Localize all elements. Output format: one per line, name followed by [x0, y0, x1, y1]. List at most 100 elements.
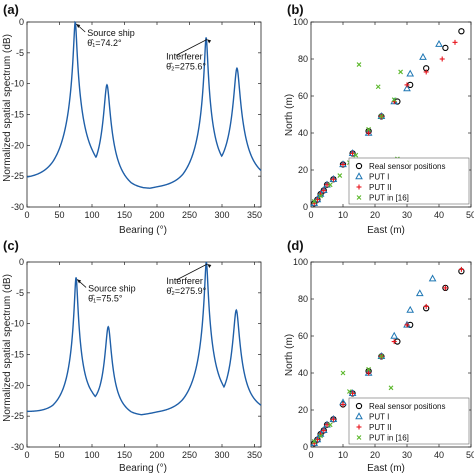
- y-tick-label: 60: [298, 91, 308, 101]
- point-put-16: [356, 195, 362, 200]
- xlabel-b: East (m): [367, 225, 405, 236]
- xlabel-a: Bearing (°): [119, 225, 167, 236]
- x-tick-label: 50: [54, 210, 64, 220]
- point-put-i: [428, 274, 437, 282]
- legend-entry: Real sensor positions: [369, 162, 445, 171]
- y-tick-label: 40: [298, 368, 308, 378]
- x-tick-label: 50: [466, 210, 474, 220]
- annotation-text: θ̂₁=75.5°: [88, 293, 123, 303]
- point-put-i: [403, 84, 411, 92]
- y-tick-label: 0: [19, 257, 24, 267]
- point-put-16: [398, 69, 403, 75]
- position-plot-d: 0 10 20 30 40 50 0 20 40 60 80 100 Real sensor posit…: [293, 257, 474, 460]
- y-tick-label: -10: [11, 319, 24, 329]
- point-put-16: [366, 126, 371, 132]
- ylabel-d: North (m): [284, 334, 295, 376]
- ylabel-c: Normalized spatial spectrum (dB): [2, 274, 13, 422]
- legend-entry: Real sensor positions: [369, 402, 445, 411]
- point-put-i: [390, 331, 399, 339]
- annotation-arrow: [176, 263, 208, 281]
- panel-label-d: (d): [287, 238, 304, 253]
- plot-frame-c: [26, 261, 262, 448]
- y-tick-label: 40: [298, 128, 308, 138]
- x-tick-label: 250: [182, 210, 197, 220]
- annotation-text: Source ship: [87, 28, 135, 38]
- point-put-16: [347, 389, 352, 394]
- x-tick-label: 30: [402, 210, 412, 220]
- legend-entry: PUT I: [369, 173, 389, 182]
- point-put-16: [388, 385, 394, 391]
- point-put-16: [379, 353, 384, 359]
- x-tick-label: 300: [214, 450, 229, 460]
- point-put-16: [311, 439, 317, 444]
- panel-label-b: (b): [287, 2, 304, 17]
- point-put-i: [406, 305, 415, 313]
- x-tick-label: 50: [466, 450, 474, 460]
- y-tick-label: -30: [11, 202, 24, 212]
- ylabel-a: Normalized spatial spectrum (dB): [2, 34, 13, 182]
- x-tick-label: 350: [247, 210, 262, 220]
- point-put-16: [327, 422, 333, 428]
- point-put-16: [311, 199, 317, 204]
- y-tick-label: -15: [11, 350, 24, 360]
- x-tick-label: 40: [434, 210, 444, 220]
- point-put-i: [355, 172, 363, 180]
- annotation-text: θ̂₂=275.6°: [166, 61, 206, 71]
- y-tick-label: 80: [298, 54, 308, 64]
- x-tick-label: 150: [117, 210, 132, 220]
- x-tick-label: 200: [149, 210, 164, 220]
- x-tick-label: 40: [434, 450, 444, 460]
- y-tick-label: -25: [11, 171, 24, 181]
- point-put-16: [340, 370, 346, 376]
- xlabel-c: Bearing (°): [119, 463, 167, 474]
- legend-entry: PUT I: [369, 413, 389, 422]
- y-tick-label: -5: [16, 288, 24, 298]
- point-real-sensor: [442, 44, 449, 52]
- y-tick-label: 80: [298, 294, 308, 304]
- plot-frame-a: [26, 21, 262, 208]
- point-put-16: [318, 433, 323, 439]
- point-put-16: [337, 173, 343, 178]
- x-tick-label: 200: [149, 450, 164, 460]
- x-tick-label: 30: [402, 450, 412, 460]
- y-tick-label: -30: [11, 442, 24, 452]
- annotation-arrowhead: [207, 39, 212, 44]
- y-tick-label: 0: [19, 17, 24, 27]
- legend-box: [348, 157, 470, 205]
- spectrum-line: [26, 20, 262, 189]
- x-tick-label: 350: [247, 450, 262, 460]
- annotation-arrowhead: [207, 264, 212, 268]
- spectrum-plot-c: 0 50 100 150 200 250 300 350 0 -5 -10 -15 -20 -25 -30 S…: [11, 257, 262, 460]
- y-tick-label: 0: [303, 442, 308, 452]
- point-put-16: [356, 62, 362, 67]
- spectrum-line: [26, 261, 262, 416]
- point-put-i: [415, 289, 424, 297]
- spectrum-plot-a: 0 50 100 150 200 250 300 350 0 -5 -10 -15 -20 -25 -30 S…: [11, 17, 262, 220]
- point-put-i: [406, 69, 415, 77]
- y-tick-label: 0: [303, 202, 308, 212]
- legend-entry: PUT II: [369, 183, 392, 192]
- x-tick-label: 10: [338, 210, 348, 220]
- point-real-sensor: [355, 402, 363, 410]
- point-put-16: [353, 152, 359, 158]
- annotation-arrowhead: [77, 279, 82, 284]
- x-tick-label: 150: [117, 450, 132, 460]
- point-put-16: [356, 435, 362, 440]
- annotation-text: θ̂₁=74.2°: [87, 38, 122, 48]
- y-tick-label: 100: [293, 17, 308, 27]
- y-tick-label: -10: [11, 79, 24, 89]
- position-plot-b: 0 10 20 30 40 50 0 20 40 60 80 100 Real sensor posit…: [293, 17, 474, 220]
- y-tick-label: -20: [11, 140, 24, 150]
- point-put-i: [419, 52, 427, 60]
- y-tick-label: -20: [11, 380, 24, 390]
- point-put-16: [366, 366, 371, 372]
- point-real-sensor: [442, 284, 449, 292]
- x-tick-label: 0: [308, 210, 313, 220]
- point-put-16: [318, 193, 323, 199]
- annotation-arrowhead: [76, 24, 81, 28]
- point-put-16: [327, 182, 333, 188]
- y-tick-label: -5: [16, 48, 24, 58]
- y-tick-label: -15: [11, 110, 24, 120]
- x-tick-label: 20: [370, 450, 380, 460]
- annotation-arrow: [175, 39, 208, 56]
